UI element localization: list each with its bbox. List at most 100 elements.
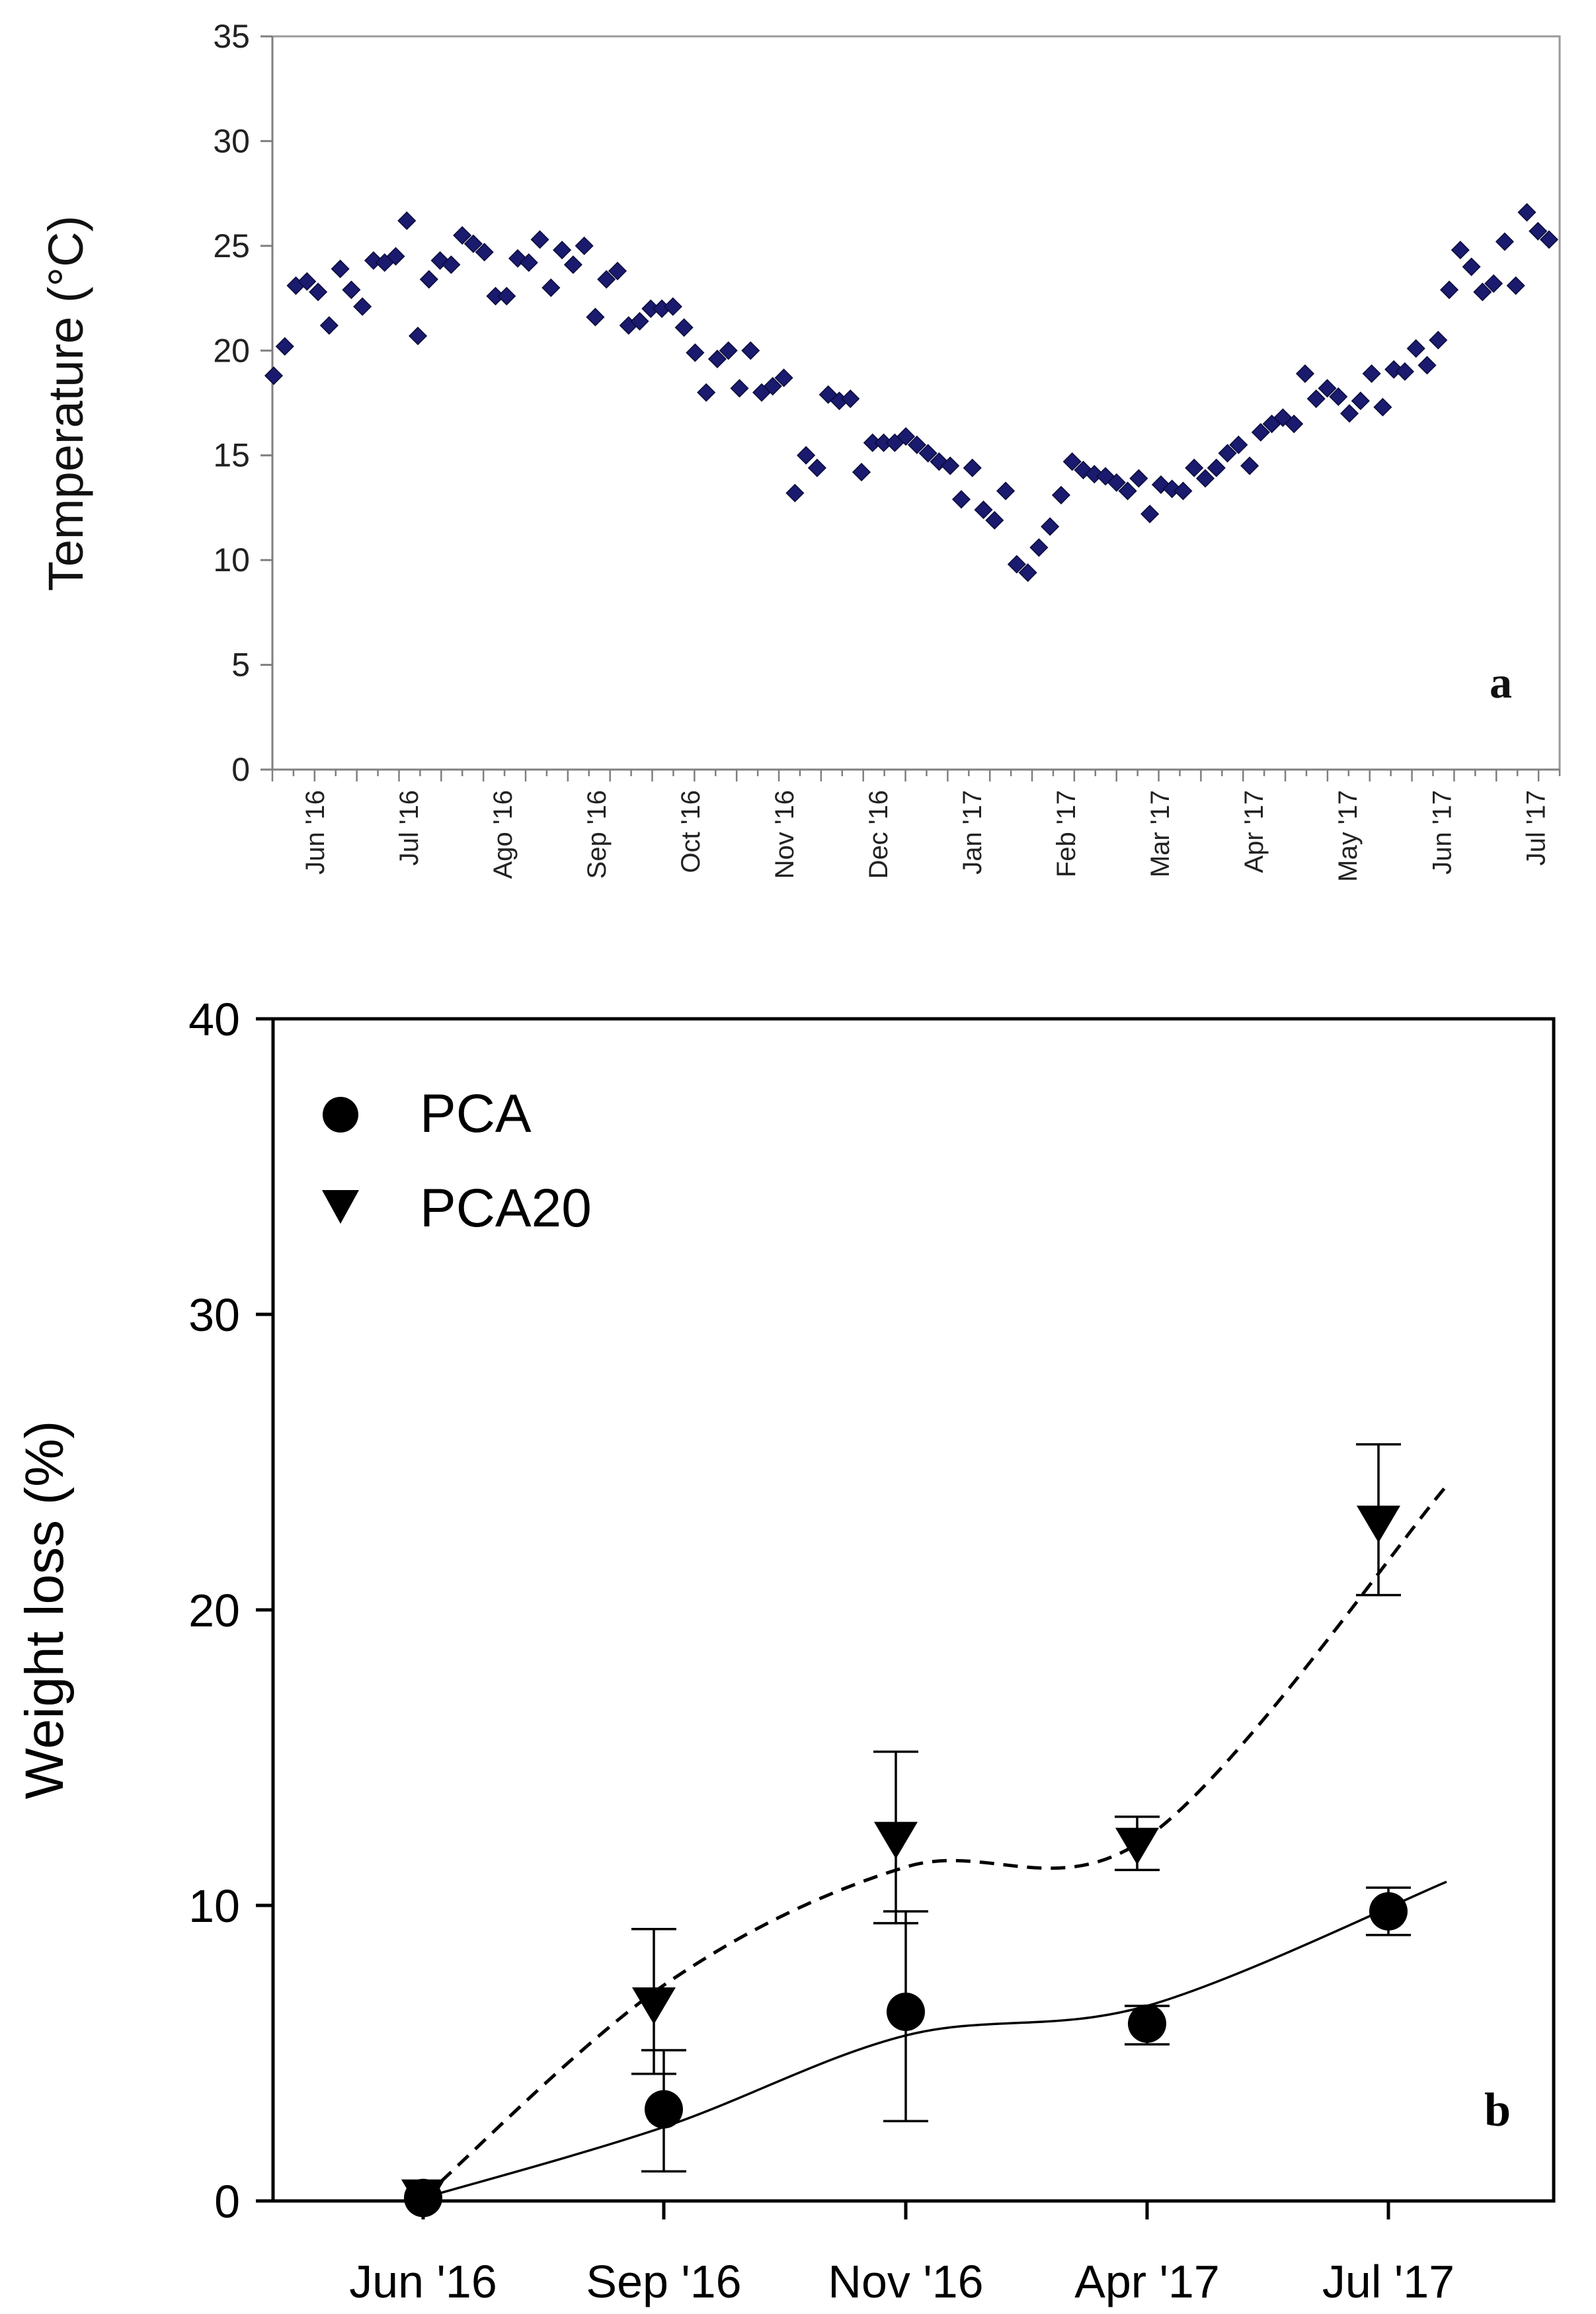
x-tick-label: Apr '17 [1074, 2256, 1220, 2307]
temperature-point [1185, 458, 1204, 477]
temperature-point [1029, 538, 1049, 557]
temperature-point [1306, 389, 1326, 409]
temperature-point [996, 481, 1016, 500]
fit-curves [422, 1484, 1448, 2200]
y-tick-label: 30 [213, 122, 250, 159]
temperature-point [1041, 517, 1060, 536]
x-tick-label: Jan '17 [958, 790, 987, 875]
y-tick-label: 20 [188, 1585, 240, 1636]
temperature-point [1329, 387, 1348, 407]
temperature-point [1495, 232, 1514, 251]
temperature-point [918, 444, 938, 463]
temperature-point [519, 253, 538, 272]
x-tick-label: Ago '16 [489, 790, 518, 879]
temperature-point [663, 297, 682, 316]
legend-label-pca: PCA [420, 1084, 532, 1144]
legend: PCA PCA20 [322, 1084, 592, 1238]
temperature-point [1406, 339, 1425, 358]
temperature-point [386, 247, 405, 266]
y-axis-ticks: 0 5 10 15 20 25 30 35 [213, 18, 272, 788]
x-tick-label: May '17 [1334, 790, 1363, 882]
temperature-point [1529, 221, 1548, 241]
fit-curve-pca [422, 1880, 1447, 2200]
temperature-point [1439, 280, 1459, 299]
temperature-point [453, 225, 472, 245]
temperature-point [686, 343, 705, 362]
x-tick-label: Nov '16 [770, 790, 799, 879]
temperature-point [941, 456, 960, 475]
x-tick-label: Jul '17 [1521, 790, 1550, 865]
temperature-point [1051, 485, 1071, 504]
temperature-point [553, 241, 572, 260]
temperature-point [1517, 203, 1536, 222]
temperature-point [1129, 469, 1148, 488]
marker-pca20 [401, 2179, 445, 2217]
y-tick-label: 40 [188, 994, 240, 1045]
temperature-point [1506, 276, 1525, 296]
temperature-point [630, 311, 649, 331]
temperature-point [1240, 456, 1259, 475]
temperature-point [419, 270, 438, 289]
marker-pca [645, 2090, 683, 2129]
temperature-point [985, 510, 1004, 530]
x-tick-label: Sep '16 [586, 2256, 741, 2307]
y-tick-label: 25 [213, 227, 250, 264]
temperature-point [741, 341, 760, 360]
temperature-point [697, 383, 716, 402]
temperature-point [852, 463, 871, 482]
temperature-point [1285, 415, 1304, 434]
temperature-point [807, 458, 826, 477]
temperature-point [1484, 274, 1503, 293]
temperature-point [409, 327, 428, 346]
error-bars [631, 1443, 1411, 2173]
x-tick-label: Apr '17 [1240, 790, 1269, 873]
temperature-point [1174, 481, 1193, 500]
temperature-point [1140, 504, 1160, 524]
x-tick-label: Nov '16 [828, 2256, 983, 2307]
x-tick-label: Jul '16 [395, 790, 424, 865]
temperature-point [608, 261, 627, 280]
temperature-point [1251, 422, 1270, 442]
temperature-point [897, 427, 916, 446]
y-tick-label: 20 [213, 332, 250, 369]
temperature-point [1451, 241, 1470, 260]
temperature-point [497, 286, 516, 305]
x-tick-label: Oct '16 [676, 790, 705, 873]
y-tick-label: 0 [214, 2176, 240, 2227]
temperature-point [1062, 452, 1082, 471]
temperature-point [1417, 356, 1437, 375]
temperature-point [575, 236, 594, 255]
temperature-point [1007, 555, 1026, 574]
x-axis-ticks: Jun '16 Sep '16 Nov '16 Apr '17 Jul '17 [349, 2201, 1455, 2307]
temperature-point [442, 255, 461, 274]
temperature-point [1340, 404, 1359, 423]
temperature-point [1207, 458, 1226, 477]
y-axis-title: Weight loss (%) [15, 1421, 75, 1800]
temperature-points [264, 203, 1559, 582]
x-tick-label: Mar '17 [1146, 790, 1175, 877]
fit-curve-pca20 [422, 1484, 1448, 2200]
temperature-point [1395, 362, 1414, 381]
panel-letter-a: a [1490, 657, 1512, 707]
temperature-point [1318, 379, 1337, 398]
temperature-point [463, 234, 483, 253]
temperature-point [674, 318, 694, 337]
marker-pca [1128, 2004, 1166, 2043]
temperature-point [319, 316, 339, 335]
y-axis-ticks: 0 10 20 30 40 [188, 994, 273, 2227]
temperature-point [1373, 397, 1392, 417]
temperature-point [1462, 257, 1481, 276]
temperature-point [707, 349, 727, 369]
legend-label-pca20: PCA20 [420, 1178, 592, 1238]
marker-pca20 [632, 1987, 676, 2024]
temperature-point [342, 280, 361, 299]
temperature-point [1018, 563, 1037, 582]
legend-marker-pca20 [322, 1190, 359, 1224]
marker-pca [1369, 1892, 1408, 1931]
temperature-point [530, 230, 549, 249]
marker-pca20 [874, 1821, 918, 1859]
temperature-point [264, 366, 284, 385]
temperature-point [719, 341, 738, 360]
temperature-point [597, 270, 616, 289]
